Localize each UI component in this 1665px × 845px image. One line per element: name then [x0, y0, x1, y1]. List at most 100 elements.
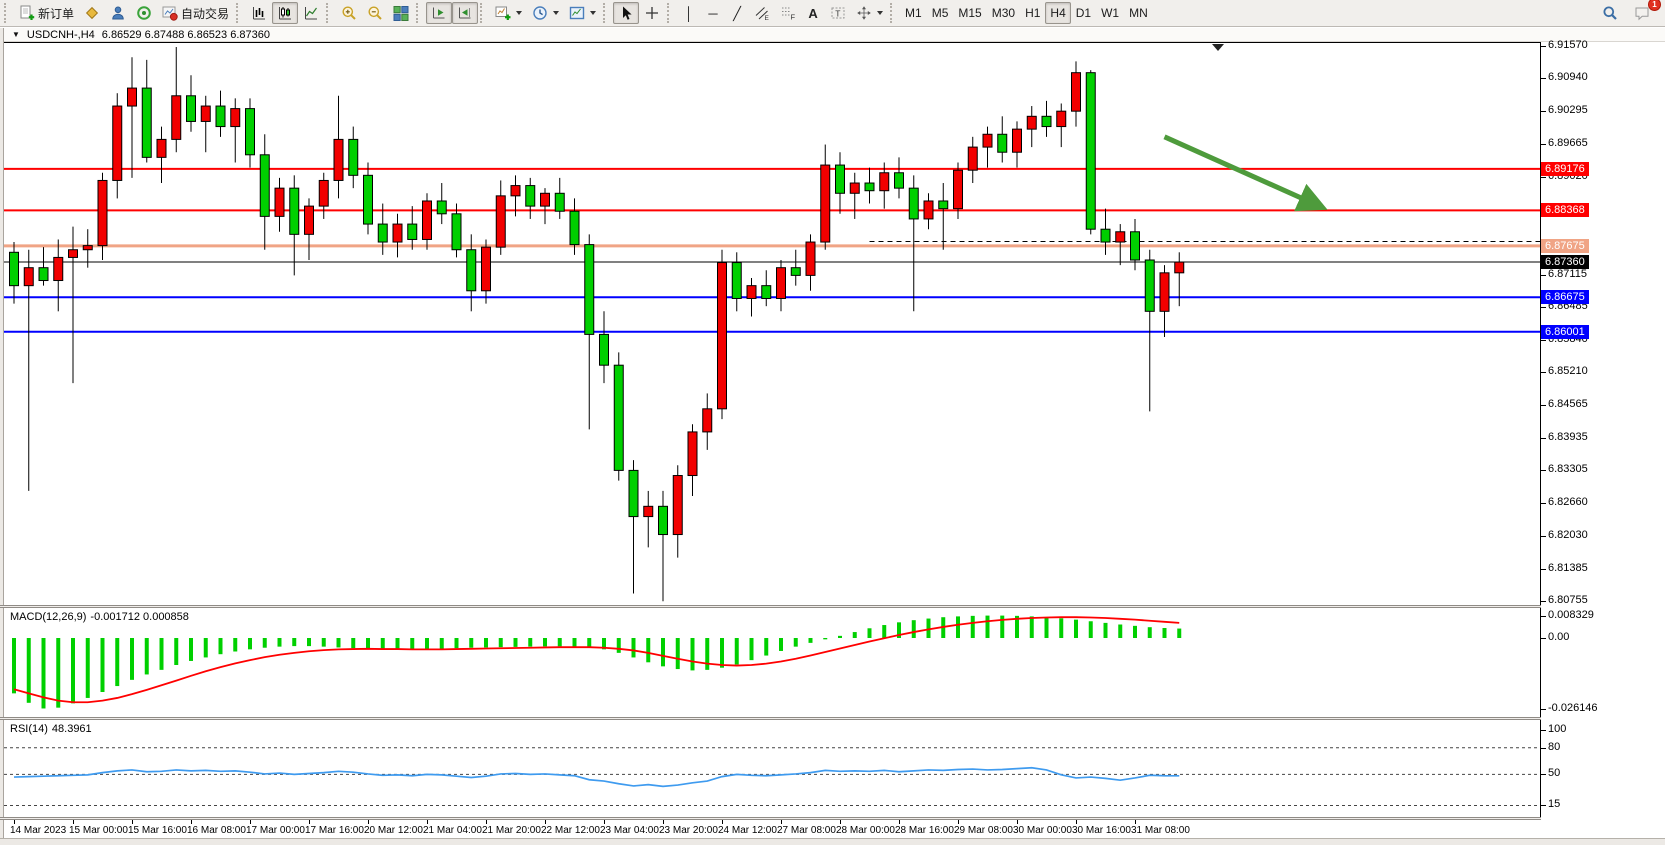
main-toolbar: 新订单 自动交易 │ ─ ╱ E F A T M1 M5 M15 M30 H1 H4 D1 W1 MN 1	[0, 0, 1665, 27]
axis-tick-mark	[1541, 46, 1546, 47]
toolbar-grip[interactable]	[326, 3, 334, 23]
toolbar-grip[interactable]	[4, 3, 12, 23]
macd-panel[interactable]	[4, 608, 1540, 717]
indicators-dropdown-caret[interactable]	[516, 11, 523, 15]
time-tick-label: 23 Mar 04:00	[600, 825, 659, 836]
vertical-line-button[interactable]: │	[677, 2, 701, 24]
templates-icon	[569, 5, 585, 21]
indicators-button[interactable]	[490, 2, 527, 24]
time-tick-label: 23 Mar 20:00	[659, 825, 718, 836]
price-axis-border	[1540, 42, 1541, 838]
trend-arrow[interactable]	[1163, 134, 1328, 212]
toolbar-grip[interactable]	[236, 3, 244, 23]
search-button[interactable]	[1597, 2, 1623, 24]
time-tick-mark	[663, 820, 664, 824]
bar-chart-button[interactable]	[246, 2, 272, 24]
price-level-badge: 6.86001	[1541, 324, 1589, 339]
trendline-button[interactable]: ╱	[725, 2, 749, 24]
candle	[1085, 70, 1096, 235]
horizontal-line-button[interactable]: ─	[701, 2, 725, 24]
notifications-icon	[1634, 5, 1650, 21]
candle	[599, 311, 609, 384]
tf-M15-button[interactable]: M15	[953, 2, 986, 24]
tf-M1-button[interactable]: M1	[900, 2, 927, 24]
line-chart-button[interactable]	[298, 2, 324, 24]
candle	[200, 95, 211, 153]
tile-windows-button[interactable]	[388, 2, 414, 24]
candle	[1056, 103, 1067, 148]
community-button[interactable]	[105, 2, 131, 24]
periods-button[interactable]	[527, 2, 564, 24]
time-tick-mark	[1135, 820, 1136, 824]
macd-tick-label: 0.00	[1548, 631, 1570, 643]
price-level-badge: 6.86675	[1541, 290, 1589, 305]
axis-tick-mark	[1541, 470, 1546, 472]
price-axis[interactable]: 6.91570 6.90940 6.90295 6.89665 6.89020 6.871…	[1541, 39, 1665, 838]
market-button[interactable]	[79, 2, 105, 24]
rsi-name: RSI(14)	[10, 723, 48, 735]
templates-dropdown-caret[interactable]	[590, 11, 597, 15]
macd-signal-line	[13, 616, 1180, 704]
notifications-button[interactable]	[1629, 2, 1655, 24]
panel-separator[interactable]	[0, 817, 1665, 820]
tf-H1-button[interactable]: H1	[1020, 2, 1045, 24]
signals-button[interactable]	[131, 2, 157, 24]
periods-dropdown-caret[interactable]	[553, 11, 560, 15]
cursor-button[interactable]	[613, 2, 640, 24]
autotrading-button[interactable]: 自动交易	[157, 2, 234, 24]
candle	[613, 352, 624, 481]
tf-M30-button[interactable]: M30	[987, 2, 1020, 24]
tf-M5-button[interactable]: M5	[927, 2, 954, 24]
time-tick-label: 16 Mar 08:00	[187, 825, 246, 836]
chart-shift-icon	[457, 5, 473, 21]
zoom-in-button[interactable]	[336, 2, 362, 24]
toolbar-grip[interactable]	[890, 3, 898, 23]
axis-tick-mark	[1541, 503, 1546, 505]
time-tick-mark	[191, 820, 192, 824]
indicators-icon	[495, 5, 511, 21]
rsi-label: RSI(14) 48.3961	[10, 723, 96, 735]
candle	[1144, 249, 1155, 412]
price-tick-label: 6.84565	[1548, 398, 1588, 411]
arrows-button[interactable]	[851, 2, 888, 24]
time-tick-mark	[840, 820, 841, 824]
candle	[422, 193, 432, 250]
auto-scroll-button[interactable]	[426, 2, 453, 24]
text-button[interactable]: A	[801, 2, 825, 24]
tf-W1-button[interactable]: W1	[1096, 2, 1124, 24]
toolbar-grip[interactable]	[416, 3, 424, 23]
panel-separator[interactable]	[0, 717, 1665, 720]
templates-button[interactable]	[564, 2, 601, 24]
time-tick-mark	[899, 820, 900, 824]
new-order-button[interactable]: 新订单	[14, 2, 79, 24]
zoom-out-button[interactable]	[362, 2, 388, 24]
fibonacci-button[interactable]: F	[775, 2, 801, 24]
equidistant-channel-button[interactable]: E	[749, 2, 775, 24]
trendline-icon: ╱	[733, 5, 741, 21]
candlestick-chart-button[interactable]	[272, 2, 299, 24]
panel-separator[interactable]	[0, 605, 1665, 608]
candle	[289, 175, 300, 276]
new-order-icon	[19, 5, 35, 21]
time-axis[interactable]: 14 Mar 2023 15 Mar 00:00 15 Mar 16:00 16 Ma…	[4, 820, 1665, 838]
rsi-panel[interactable]	[4, 720, 1540, 817]
chart-titlebar[interactable]: ▼ USDCNH-,H4 6.86529 6.87488 6.86523 6.8…	[4, 28, 1665, 42]
collapse-chart-icon[interactable]: ▼	[12, 30, 20, 39]
arrows-dropdown-caret[interactable]	[877, 11, 884, 15]
crosshair-button[interactable]	[639, 2, 665, 24]
text-label-button[interactable]: T	[825, 2, 851, 24]
time-tick-label: 17 Mar 16:00	[305, 825, 364, 836]
chart-shift-button[interactable]	[452, 2, 479, 24]
candle	[1041, 100, 1052, 137]
toolbar-grip[interactable]	[667, 3, 675, 23]
tf-D1-button[interactable]: D1	[1071, 2, 1096, 24]
tf-MN-button[interactable]: MN	[1124, 2, 1153, 24]
window-left-border	[0, 28, 4, 845]
candle	[953, 162, 963, 219]
main-chart[interactable]	[4, 42, 1540, 605]
toolbar-grip[interactable]	[480, 3, 488, 23]
tf-H4-button[interactable]: H4	[1045, 2, 1071, 24]
toolbar-grip[interactable]	[603, 3, 611, 23]
time-tick-label: 17 Mar 00:00	[246, 825, 305, 836]
chart-shift-marker[interactable]	[1212, 44, 1224, 51]
